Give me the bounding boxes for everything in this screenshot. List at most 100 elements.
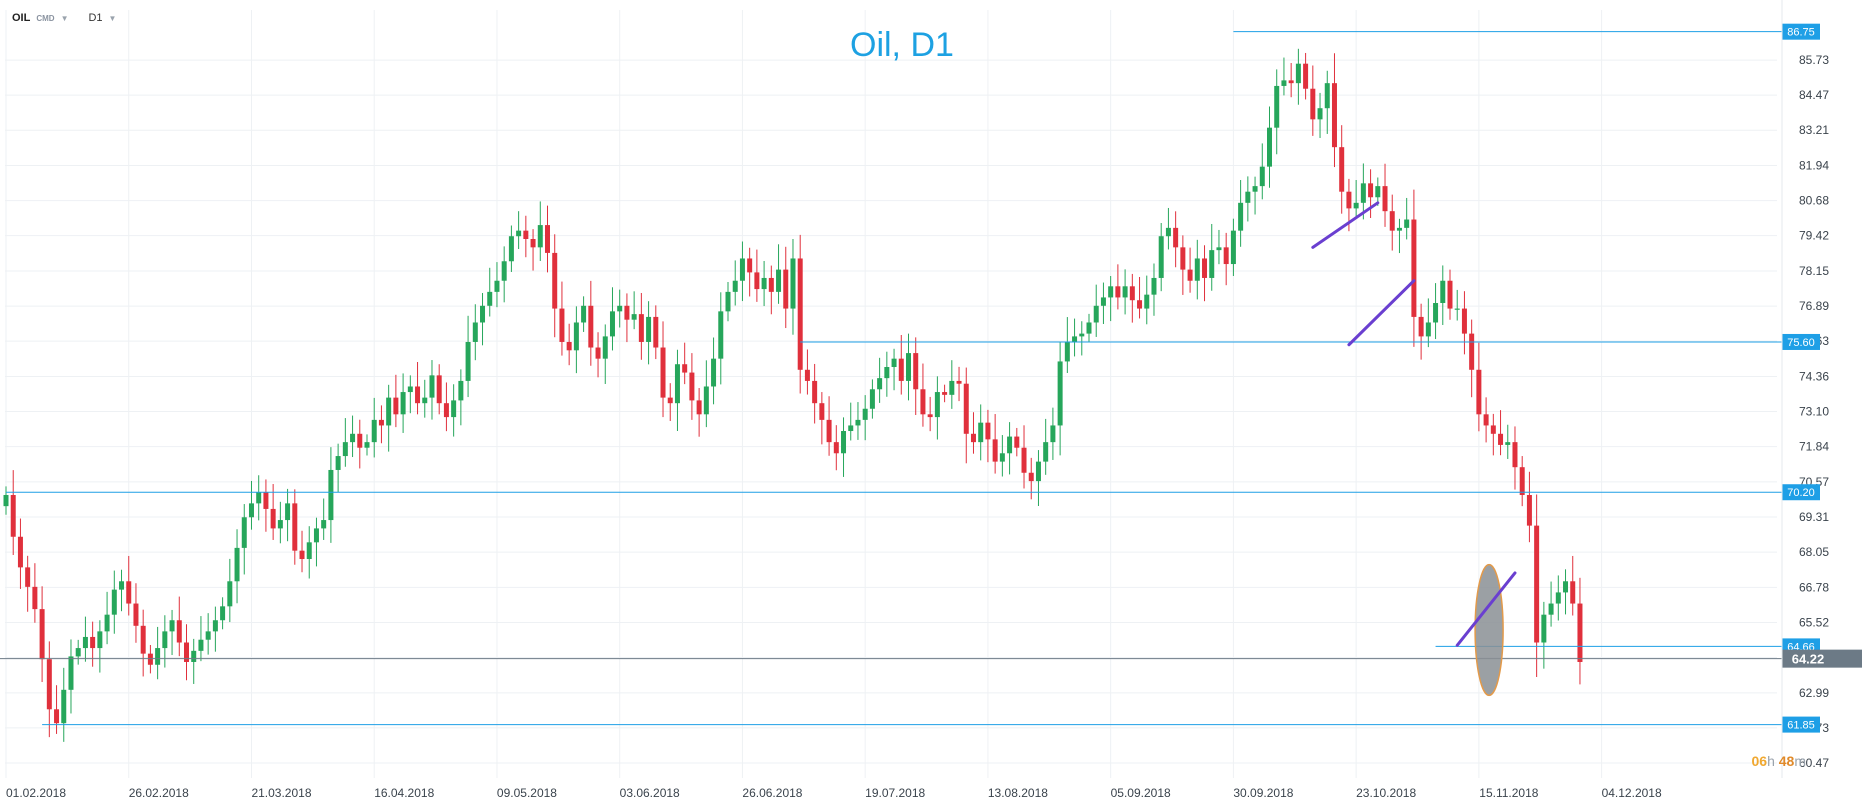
candle-body <box>1577 603 1583 662</box>
candle-body <box>537 225 543 248</box>
candle-body <box>1447 280 1453 309</box>
candle-body <box>906 353 911 381</box>
countdown-hours: 06 <box>1751 753 1768 769</box>
candle-body <box>270 508 276 529</box>
candle-body <box>465 341 471 381</box>
candle-body <box>1007 436 1013 454</box>
candle-body <box>1563 581 1569 593</box>
chart-toolbar: OIL CMD ▼ D1 ▼ <box>12 12 130 24</box>
candle-body <box>783 269 789 309</box>
candle-body <box>545 225 550 253</box>
candle-body <box>949 380 955 395</box>
candle-body <box>711 358 717 387</box>
candle-body <box>667 397 673 404</box>
candle-body <box>68 656 74 690</box>
candle-body <box>335 456 341 470</box>
candle-body <box>155 648 161 665</box>
candle-body <box>1137 300 1143 309</box>
candle-body <box>480 305 486 323</box>
candle-body <box>10 495 16 537</box>
y-tick-label: 85.73 <box>1799 53 1829 67</box>
y-tick-label: 71.84 <box>1799 440 1829 454</box>
candle-body <box>1245 191 1251 203</box>
candle-body <box>422 397 428 404</box>
candle-body <box>927 414 933 418</box>
candle-body <box>530 238 536 248</box>
candle-body <box>732 280 738 292</box>
candle-body <box>653 316 659 348</box>
candle-body <box>761 277 767 290</box>
candle-body <box>573 322 579 351</box>
candle-body <box>1108 286 1114 298</box>
chevron-down-icon[interactable]: ▼ <box>60 13 69 23</box>
candle-body <box>1303 63 1309 89</box>
timeframe-label[interactable]: D1 <box>88 12 103 24</box>
x-tick-label: 13.08.2018 <box>988 786 1048 800</box>
candle-body <box>306 542 312 560</box>
candle-body <box>1014 436 1020 448</box>
candle-body <box>725 291 731 312</box>
candle-body <box>393 397 399 415</box>
x-tick-label: 05.09.2018 <box>1111 786 1171 800</box>
candle-body <box>501 261 507 281</box>
candle-body <box>1194 258 1200 281</box>
x-tick-label: 01.02.2018 <box>6 786 66 800</box>
candle-body <box>934 392 940 418</box>
candle-body <box>913 353 919 390</box>
candle-body <box>631 314 637 320</box>
candle-body <box>17 536 23 568</box>
y-tick-label: 74.36 <box>1799 369 1829 383</box>
trend-line <box>1347 279 1416 347</box>
candle-body <box>313 528 319 543</box>
candle-body <box>674 364 680 404</box>
candle-body <box>1541 614 1547 643</box>
y-tick-label: 73.10 <box>1799 405 1829 419</box>
chevron-down-icon[interactable]: ▼ <box>108 13 117 23</box>
candle-body <box>227 581 233 607</box>
candle-body <box>277 520 283 529</box>
candle-body <box>46 659 52 710</box>
candle-body <box>884 367 890 379</box>
candle-body <box>999 453 1005 462</box>
candle-body <box>588 305 594 348</box>
candle-body <box>1230 230 1236 265</box>
candle-body <box>400 392 406 415</box>
candle-body <box>256 492 262 504</box>
candle-body <box>602 336 608 359</box>
countdown-hours-unit: h <box>1767 753 1775 769</box>
candle-body <box>1512 442 1518 468</box>
current-price-tag <box>1782 649 1862 668</box>
candle-body <box>429 375 435 398</box>
candle-body <box>956 380 962 384</box>
chart-title: Oil, D1 <box>850 26 954 64</box>
candle-body <box>869 389 875 409</box>
candle-body <box>638 314 644 342</box>
candle-body <box>1331 83 1337 148</box>
candle-body <box>804 369 810 381</box>
candle-body <box>75 648 81 657</box>
candle-body <box>898 358 904 381</box>
candle-body <box>1151 277 1157 295</box>
candle-body <box>559 308 565 342</box>
candle-body <box>1202 258 1208 278</box>
candle-body <box>1461 308 1467 334</box>
candle-body <box>1295 63 1301 84</box>
y-tick-label: 76.89 <box>1799 299 1829 313</box>
candle-body <box>1209 250 1215 278</box>
candle-body <box>985 422 991 440</box>
level-price-tag <box>1782 23 1820 40</box>
y-tick-label: 84.47 <box>1799 88 1829 102</box>
candle-body <box>292 503 298 551</box>
candle-body <box>1223 247 1229 265</box>
candle-body <box>718 311 724 359</box>
candle-body <box>1490 425 1496 434</box>
candle-body <box>1389 211 1395 231</box>
candle-body <box>415 386 421 404</box>
candle-body <box>1281 80 1287 86</box>
candle-body <box>970 433 976 443</box>
candle-body <box>1310 88 1316 120</box>
y-tick-label: 65.52 <box>1799 615 1829 629</box>
symbol-label[interactable]: OIL <box>12 12 31 24</box>
y-tick-label: 81.94 <box>1799 159 1829 173</box>
